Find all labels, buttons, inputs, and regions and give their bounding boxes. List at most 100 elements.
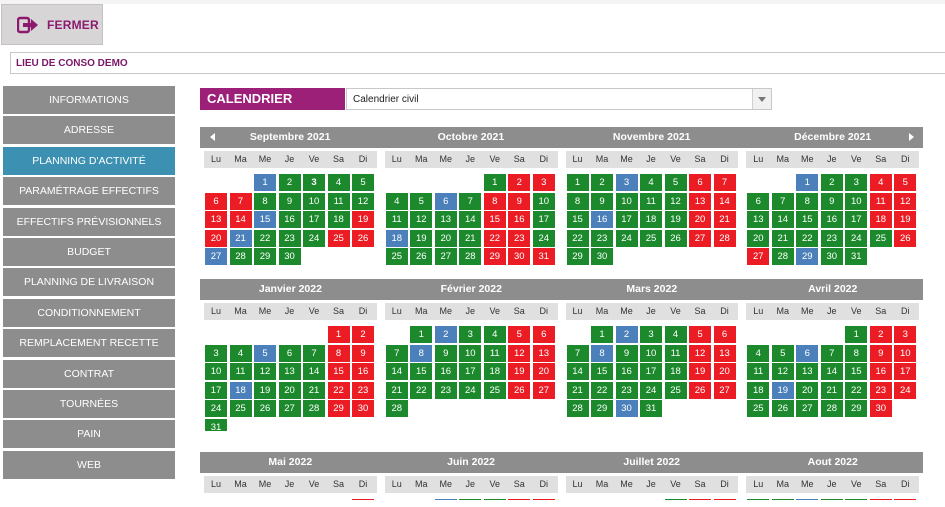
day-cell[interactable]: 21 [713, 211, 736, 229]
day-cell[interactable]: 19 [689, 363, 711, 381]
day-cell[interactable]: 19 [771, 381, 794, 399]
day-cell[interactable]: 21 [459, 229, 482, 247]
day-cell[interactable]: 11 [747, 363, 770, 381]
day-cell[interactable]: 16 [820, 211, 843, 229]
day-cell[interactable]: 3 [303, 174, 325, 191]
sidebar-item-2[interactable]: PLANNING D'ACTIVITÉ [3, 146, 175, 175]
day-cell[interactable]: 29 [566, 248, 589, 266]
day-cell[interactable]: 30 [615, 400, 638, 418]
previous-month-icon[interactable] [210, 133, 215, 141]
day-cell[interactable]: 28 [385, 400, 408, 418]
day-cell[interactable]: 13 [713, 344, 736, 362]
day-cell[interactable]: 18 [747, 381, 770, 399]
day-cell[interactable]: 10 [532, 192, 555, 210]
day-cell[interactable]: 20 [205, 229, 227, 247]
day-cell[interactable]: 4 [483, 326, 506, 343]
day-cell[interactable]: 22 [410, 381, 433, 399]
day-cell[interactable]: 25 [229, 400, 252, 418]
day-cell[interactable]: 26 [352, 229, 374, 247]
day-cell[interactable]: 7 [303, 344, 325, 362]
day-cell[interactable]: 5 [771, 344, 794, 362]
day-cell[interactable]: 5 [254, 344, 276, 362]
day-cell[interactable]: 12 [352, 192, 374, 210]
day-cell[interactable]: 9 [820, 192, 843, 210]
day-cell[interactable]: 27 [713, 381, 736, 399]
day-cell[interactable]: 25 [327, 229, 350, 247]
day-cell[interactable]: 2 [591, 174, 613, 191]
day-cell[interactable]: 4 [385, 192, 408, 210]
day-cell[interactable]: 4 [229, 344, 252, 362]
day-cell[interactable]: 10 [459, 344, 482, 362]
day-cell[interactable]: 6 [434, 192, 457, 210]
next-month-icon[interactable] [909, 133, 914, 141]
day-cell[interactable]: 16 [508, 211, 531, 229]
day-cell[interactable]: 5 [689, 326, 711, 343]
sidebar-item-9[interactable]: CONTRAT [3, 359, 175, 388]
day-cell[interactable]: 24 [640, 381, 662, 399]
day-cell[interactable]: 26 [410, 248, 433, 266]
day-cell[interactable]: 8 [845, 344, 868, 362]
day-cell[interactable]: 22 [845, 381, 868, 399]
day-cell[interactable]: 1 [483, 174, 506, 191]
day-cell[interactable]: 17 [640, 363, 662, 381]
day-cell[interactable]: 1 [410, 326, 433, 343]
day-cell[interactable]: 29 [591, 400, 613, 418]
day-cell[interactable]: 21 [566, 381, 589, 399]
day-cell[interactable]: 15 [845, 363, 868, 381]
day-cell[interactable]: 3 [459, 326, 482, 343]
day-cell[interactable]: 10 [894, 344, 917, 362]
day-cell[interactable]: 9 [615, 344, 638, 362]
day-cell[interactable]: 28 [820, 400, 843, 418]
day-cell[interactable]: 9 [352, 344, 374, 362]
day-cell[interactable]: 19 [894, 211, 917, 229]
day-cell[interactable]: 29 [845, 400, 868, 418]
day-cell[interactable]: 25 [747, 400, 770, 418]
day-cell[interactable]: 5 [664, 174, 687, 191]
day-cell[interactable]: 8 [254, 192, 276, 210]
day-cell[interactable]: 17 [615, 211, 638, 229]
day-cell[interactable]: 17 [459, 363, 482, 381]
day-cell[interactable]: 4 [640, 174, 662, 191]
day-cell[interactable]: 8 [566, 192, 589, 210]
day-cell[interactable]: 25 [483, 381, 506, 399]
day-cell[interactable]: 20 [434, 229, 457, 247]
day-cell[interactable]: 14 [820, 363, 843, 381]
day-cell[interactable]: 25 [385, 248, 408, 266]
sidebar-item-5[interactable]: BUDGET [3, 237, 175, 266]
day-cell[interactable]: 10 [205, 363, 227, 381]
day-cell[interactable]: 24 [615, 229, 638, 247]
day-cell[interactable]: 16 [615, 363, 638, 381]
day-cell[interactable]: 6 [532, 326, 555, 343]
day-cell[interactable]: 7 [713, 174, 736, 191]
day-cell[interactable]: 8 [796, 192, 819, 210]
day-cell[interactable]: 14 [459, 211, 482, 229]
day-cell[interactable]: 18 [869, 211, 892, 229]
day-cell[interactable]: 5 [508, 326, 531, 343]
day-cell[interactable]: 17 [303, 211, 325, 229]
day-cell[interactable]: 19 [664, 211, 687, 229]
day-cell[interactable]: 24 [894, 381, 917, 399]
day-cell[interactable]: 21 [771, 229, 794, 247]
day-cell[interactable]: 21 [820, 381, 843, 399]
day-cell[interactable]: 29 [483, 248, 506, 266]
day-cell[interactable]: 1 [845, 326, 868, 343]
day-cell[interactable]: 10 [303, 192, 325, 210]
day-cell[interactable]: 10 [845, 192, 868, 210]
day-cell[interactable]: 21 [229, 229, 252, 247]
day-cell[interactable]: 11 [327, 192, 350, 210]
day-cell[interactable]: 12 [771, 363, 794, 381]
day-cell[interactable]: 13 [747, 211, 770, 229]
day-cell[interactable]: 23 [615, 381, 638, 399]
day-cell[interactable]: 9 [278, 192, 301, 210]
day-cell[interactable]: 24 [205, 400, 227, 418]
day-cell[interactable]: 26 [664, 229, 687, 247]
day-cell[interactable]: 21 [303, 381, 325, 399]
day-cell[interactable]: 22 [483, 229, 506, 247]
day-cell[interactable]: 16 [352, 363, 374, 381]
day-cell[interactable]: 10 [640, 344, 662, 362]
day-cell[interactable]: 7 [459, 192, 482, 210]
day-cell[interactable]: 30 [508, 248, 531, 266]
day-cell[interactable]: 22 [796, 229, 819, 247]
day-cell[interactable]: 3 [640, 326, 662, 343]
day-cell[interactable]: 26 [689, 381, 711, 399]
